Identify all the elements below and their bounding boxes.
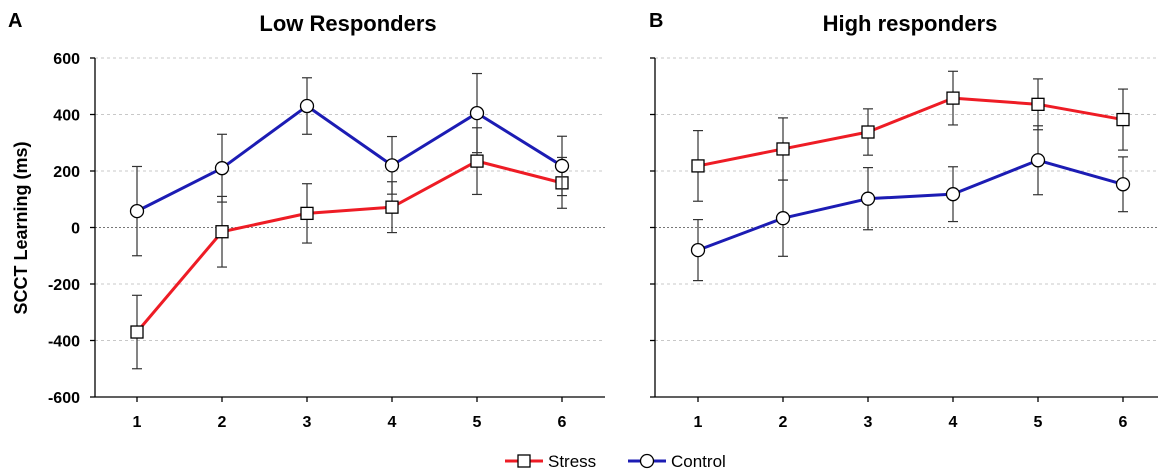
panel-b-series <box>690 70 1131 282</box>
y-tick-label: -400 <box>48 334 80 351</box>
y-axis-label: SCCT Learning (ms) <box>11 141 31 314</box>
y-tick-label: 200 <box>53 164 80 181</box>
x-tick-label: 5 <box>473 414 482 431</box>
stress-point <box>1116 112 1130 127</box>
control-point <box>860 191 876 206</box>
panel-b-y-ticks <box>650 57 655 398</box>
control-point <box>469 105 485 121</box>
x-tick-label: 3 <box>864 414 873 431</box>
control-line <box>136 104 563 213</box>
y-tick-label: -600 <box>48 390 80 407</box>
control-point <box>299 98 315 114</box>
stress-point <box>691 159 705 173</box>
stress-point <box>776 142 790 156</box>
stress-point <box>861 125 875 139</box>
stress-point <box>300 206 314 221</box>
x-tick-label: 5 <box>1034 414 1043 431</box>
stress-point <box>385 200 399 214</box>
x-tick-label: 3 <box>303 414 312 431</box>
control-point <box>775 211 791 226</box>
control-line <box>697 158 1124 252</box>
y-tick-label: 0 <box>71 221 80 238</box>
x-tick-label: 2 <box>779 414 788 431</box>
panel-a: A Low Responders SCCT Learning (ms) -600… <box>8 10 605 431</box>
legend: Stress Control <box>505 452 726 471</box>
stress-point <box>1031 97 1045 111</box>
panel-b-axes <box>654 58 1158 398</box>
stress-point <box>470 154 484 168</box>
x-tick-label: 1 <box>133 414 142 431</box>
legend-control-label: Control <box>671 452 726 471</box>
panel-b-title: High responders <box>823 11 998 36</box>
y-tick-label: 600 <box>53 51 80 68</box>
control-series <box>129 72 570 257</box>
control-point <box>384 158 400 173</box>
control-point <box>1115 177 1131 192</box>
legend-control-marker <box>639 453 655 469</box>
stress-point <box>215 225 229 239</box>
stress-series <box>691 70 1130 202</box>
x-tick-label: 6 <box>558 414 567 431</box>
panel-a-gridlines <box>95 57 605 341</box>
x-tick-label: 4 <box>388 414 397 431</box>
x-tick-label: 6 <box>1119 414 1128 431</box>
panel-b-gridlines <box>655 57 1158 341</box>
control-point <box>129 203 145 219</box>
stress-series <box>130 127 569 370</box>
panel-b: B High responders 1 2 3 4 5 6 <box>649 10 1158 431</box>
stress-point <box>946 91 960 105</box>
x-tick-label: 4 <box>949 414 958 431</box>
control-point <box>1030 153 1046 168</box>
stress-line <box>135 159 563 333</box>
control-point <box>690 242 706 258</box>
panel-letter-b: B <box>649 10 663 32</box>
legend-stress-label: Stress <box>548 452 596 471</box>
y-tick-label: 400 <box>53 108 80 125</box>
control-point <box>214 161 230 176</box>
x-tick-label: 2 <box>218 414 227 431</box>
stress-point <box>130 325 144 339</box>
panel-b-x-ticks: 1 2 3 4 5 6 <box>694 397 1128 431</box>
panel-a-title: Low Responders <box>259 11 436 36</box>
control-series <box>690 125 1131 282</box>
x-tick-label: 1 <box>694 414 703 431</box>
control-point <box>554 158 570 174</box>
control-point <box>945 187 961 202</box>
stress-line <box>697 96 1124 168</box>
legend-stress-marker <box>517 454 531 468</box>
panel-a-x-ticks: 1 2 3 4 5 6 <box>133 397 567 431</box>
panel-letter-a: A <box>8 10 22 32</box>
panel-a-y-ticks: -600 -400 -200 0 200 400 600 <box>48 51 95 407</box>
y-tick-label: -200 <box>48 277 80 294</box>
panel-a-series <box>129 72 570 370</box>
